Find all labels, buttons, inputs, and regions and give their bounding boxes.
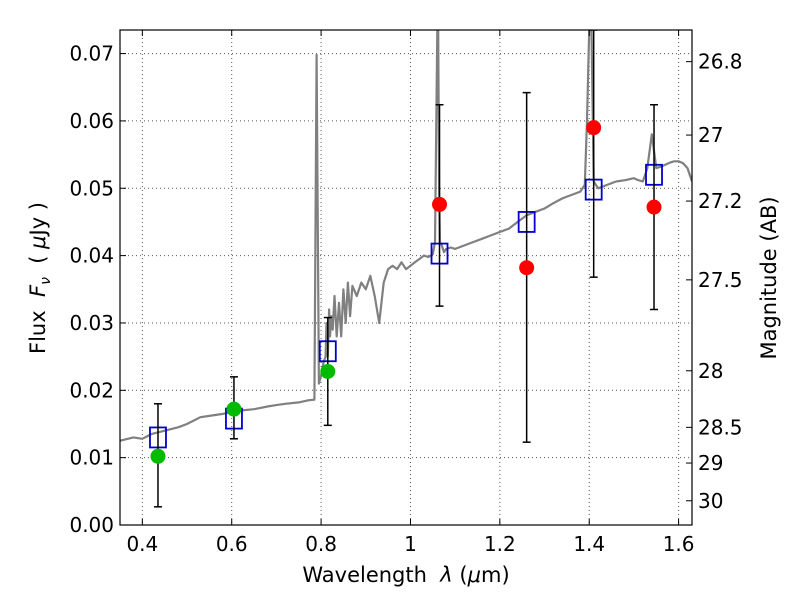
x-tick-label: 1.2 (484, 532, 516, 556)
y2-tick-label: 28.5 (698, 415, 743, 439)
x-tick-label: 0.8 (305, 532, 337, 556)
x-tick-label: 1.4 (573, 532, 605, 556)
y2-tick-label: 30 (698, 489, 723, 513)
y-tick-label: 0.01 (69, 446, 114, 470)
data-point (432, 196, 448, 212)
y2-tick-label: 27.5 (698, 268, 743, 292)
y-tick-label: 0.04 (69, 244, 114, 268)
spectrum-line (120, 30, 692, 442)
y-tick-label: 0.02 (69, 378, 114, 402)
y2-tick-label: 26.8 (698, 50, 743, 74)
axis-ticks: 0.4 0.6 0.8 1 1.2 1.4 1.6 0.00 0.01 0.02 0.03 0.04 0… (69, 30, 743, 556)
x-tick-label: 0.4 (126, 532, 158, 556)
data-point (586, 120, 602, 136)
y2-axis-title: Magnitude (AB) (757, 196, 781, 359)
y2-tick-label: 28 (698, 359, 723, 383)
data-point (226, 401, 242, 417)
data-point (519, 260, 535, 276)
y-tick-label: 0.05 (69, 176, 114, 200)
data-point (646, 199, 662, 215)
plot-frame (119, 29, 693, 526)
x-tick-label: 1.6 (663, 532, 695, 556)
x-tick-label: 0.6 (216, 532, 248, 556)
data-point (320, 363, 336, 379)
y-tick-label: 0.07 (69, 42, 114, 66)
y-axis-title: Flux Fν ( μJy ) (26, 202, 54, 354)
y-tick-label: 0.03 (69, 311, 114, 335)
y-tick-label: 0.00 (69, 513, 114, 537)
x-tick-label: 1 (404, 532, 417, 556)
y2-tick-label: 29 (698, 451, 723, 475)
plot-area (120, 30, 692, 508)
x-axis-title: Wavelength λ (μm) (302, 563, 509, 587)
y-tick-label: 0.06 (69, 109, 114, 133)
data-point (150, 448, 166, 464)
y2-tick-label: 27 (698, 123, 723, 147)
y2-tick-label: 27.2 (698, 189, 743, 213)
